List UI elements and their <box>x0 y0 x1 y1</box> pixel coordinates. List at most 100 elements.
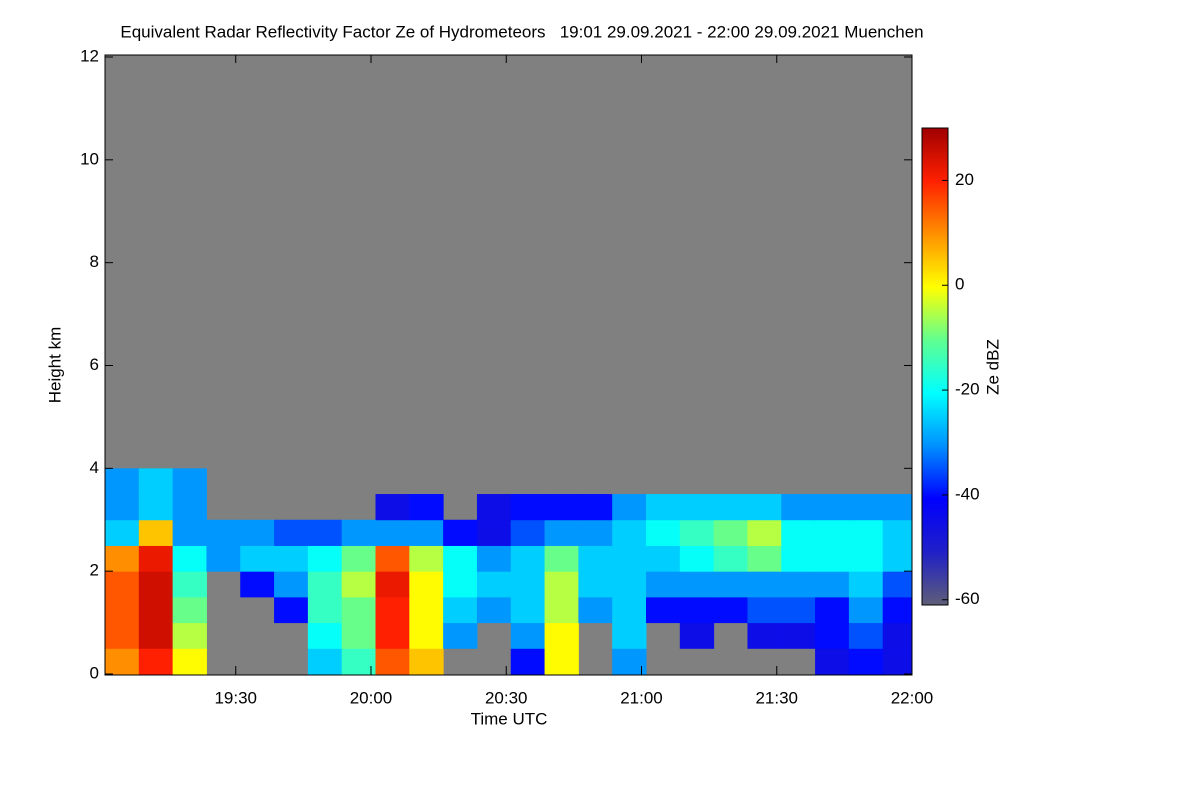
colorbar-tick-label: -20 <box>955 380 980 399</box>
heatmap-cell <box>307 571 343 598</box>
heatmap-cell <box>612 494 647 521</box>
y-tick-label: 0 <box>90 663 99 682</box>
x-tick-label: 19:30 <box>214 688 257 707</box>
heatmap-cell <box>307 545 343 572</box>
heatmap-cell <box>815 494 850 521</box>
heatmap-cell <box>882 519 912 546</box>
heatmap-cell <box>679 571 715 598</box>
heatmap-cell <box>646 596 681 624</box>
heatmap-cell <box>375 622 410 649</box>
heatmap-cell <box>138 571 174 598</box>
heatmap-cell <box>781 571 816 598</box>
heatmap-cell <box>612 622 647 649</box>
heatmap-cell <box>646 571 681 598</box>
heatmap-cell <box>747 494 782 521</box>
heatmap-cell <box>713 545 748 572</box>
heatmap-cell <box>544 571 579 598</box>
heatmap-cell <box>747 596 782 624</box>
colorbar-tick-label: 0 <box>955 275 964 294</box>
heatmap-cell <box>240 519 275 546</box>
heatmap-cell <box>510 622 546 649</box>
heatmap-cell <box>274 596 309 624</box>
heatmap-cell <box>307 622 343 649</box>
heatmap-cell <box>578 494 613 521</box>
heatmap-cell <box>882 622 912 649</box>
heatmap-cell <box>409 571 444 598</box>
heatmap-cell <box>679 519 715 546</box>
heatmap-cell <box>206 545 241 572</box>
heatmap-cell <box>105 468 140 495</box>
heatmap-cell <box>476 545 512 572</box>
heatmap-cell <box>375 571 410 598</box>
heatmap-cell <box>510 545 546 572</box>
heatmap-cell <box>544 596 579 624</box>
x-tick-label: 21:00 <box>620 688 663 707</box>
heatmap-cell <box>274 571 309 598</box>
heatmap-cell <box>612 596 647 624</box>
heatmap-cell <box>409 545 444 572</box>
heatmap-cell <box>443 596 478 624</box>
heatmap-cell <box>172 468 207 495</box>
heatmap-cell <box>578 571 613 598</box>
heatmap-cell <box>815 622 850 649</box>
heatmap-cell <box>443 519 478 546</box>
heatmap-cell <box>544 519 579 546</box>
heatmap-cell <box>781 622 816 649</box>
heatmap-cell <box>882 494 912 521</box>
heatmap-cell <box>713 571 748 598</box>
heatmap-cell <box>848 622 884 649</box>
heatmap-cell <box>578 519 613 546</box>
colorbar-tick-label: 20 <box>955 170 974 189</box>
heatmap-cell <box>105 571 140 598</box>
x-axis-label: Time UTC <box>471 709 548 728</box>
heatmap-cell <box>443 571 478 598</box>
heatmap-cell <box>375 596 410 624</box>
heatmap-cell <box>815 596 850 624</box>
heatmap-cell <box>172 545 207 572</box>
heatmap-cell <box>578 545 613 572</box>
heatmap-cell <box>882 596 912 624</box>
heatmap-cell <box>105 622 140 649</box>
heatmap-cell <box>747 545 782 572</box>
heatmap-cell <box>510 519 546 546</box>
heatmap-cell <box>476 519 512 546</box>
heatmap-cell <box>476 494 512 521</box>
y-axis-label: Height km <box>45 327 64 404</box>
heatmap-cell <box>375 545 410 572</box>
heatmap-cell <box>206 519 241 546</box>
y-tick-label: 10 <box>80 149 99 168</box>
heatmap-cell <box>882 545 912 572</box>
heatmap-cell <box>172 622 207 649</box>
y-tick-label: 8 <box>90 252 99 271</box>
heatmap-cells <box>105 468 912 675</box>
heatmap-cell <box>510 648 546 675</box>
heatmap-cell <box>646 545 681 572</box>
heatmap-cell <box>274 545 309 572</box>
heatmap-cell <box>341 519 377 546</box>
heatmap-cell <box>612 519 647 546</box>
heatmap-cell <box>510 596 546 624</box>
heatmap-cell <box>679 622 715 649</box>
heatmap-cell <box>815 519 850 546</box>
heatmap-cell <box>612 648 647 675</box>
heatmap-cell <box>375 519 410 546</box>
heatmap-cell <box>172 571 207 598</box>
heatmap-cell <box>544 494 579 521</box>
heatmap-cell <box>138 648 174 675</box>
heatmap-cell <box>409 519 444 546</box>
heatmap-cell <box>646 494 681 521</box>
heatmap-cell <box>781 545 816 572</box>
heatmap-cell <box>848 596 884 624</box>
heatmap-cell <box>848 545 884 572</box>
heatmap-cell <box>747 571 782 598</box>
y-tick-label: 12 <box>80 46 99 65</box>
heatmap-cell <box>510 571 546 598</box>
colorbar-label: Ze dBZ <box>983 339 1002 395</box>
heatmap-cell <box>105 596 140 624</box>
heatmap-cell <box>138 622 174 649</box>
heatmap-cell <box>882 571 912 598</box>
heatmap-cell <box>815 545 850 572</box>
heatmap-cell <box>679 545 715 572</box>
